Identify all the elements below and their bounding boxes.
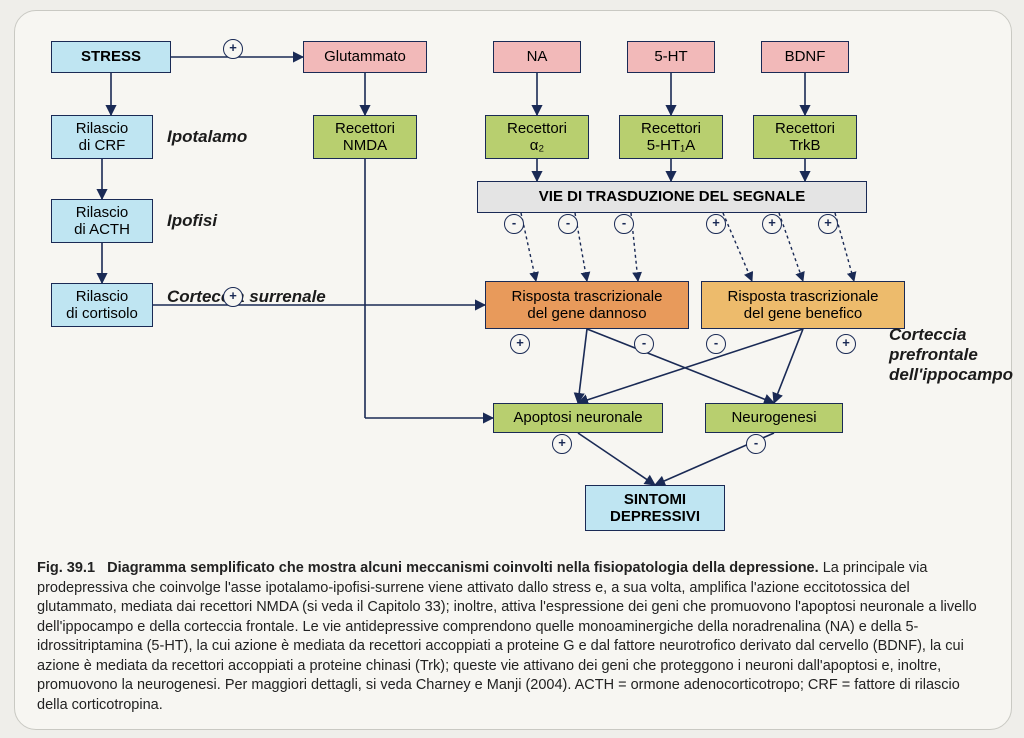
sign-plus: +: [818, 214, 838, 234]
label-ipotalamo: Ipotalamo: [167, 127, 247, 147]
sign-minus: -: [746, 434, 766, 454]
node-acth: Rilasciodi ACTH: [51, 199, 153, 243]
node-benef: Risposta trascrizionaledel gene benefico: [701, 281, 905, 329]
label-ipofisi: Ipofisi: [167, 211, 217, 231]
node-cort: Rilasciodi cortisolo: [51, 283, 153, 327]
node-ra2: Recettoriα₂: [485, 115, 589, 159]
node-neurog: Neurogenesi: [705, 403, 843, 433]
node-trkb: RecettoriTrkB: [753, 115, 857, 159]
sign-plus: +: [706, 214, 726, 234]
sign-plus: +: [552, 434, 572, 454]
sign-minus: -: [504, 214, 524, 234]
label-cortex: Corteccia prefrontaledell'ippocampo: [889, 325, 1024, 385]
sign-minus: -: [634, 334, 654, 354]
caption-body: La principale via prodepressiva che coin…: [37, 560, 977, 713]
node-na: NA: [493, 41, 581, 73]
node-sint: SINTOMIDEPRESSIVI: [585, 485, 725, 531]
diagram-frame: STRESS Rilasciodi CRF Rilasciodi ACTH Rilas…: [14, 10, 1012, 730]
sign-plus: +: [510, 334, 530, 354]
sign-minus: -: [706, 334, 726, 354]
page: STRESS Rilasciodi CRF Rilasciodi ACTH Rilas…: [0, 0, 1024, 738]
node-glut: Glutammato: [303, 41, 427, 73]
sign-plus: +: [223, 39, 243, 59]
sign-plus: +: [223, 287, 243, 307]
node-harm: Risposta trascrizionaledel gene dannoso: [485, 281, 689, 329]
node-signal: VIE DI TRASDUZIONE DEL SEGNALE: [477, 181, 867, 213]
node-nmda: RecettoriNMDA: [313, 115, 417, 159]
node-apop: Apoptosi neuronale: [493, 403, 663, 433]
node-crf: Rilasciodi CRF: [51, 115, 153, 159]
sign-plus: +: [762, 214, 782, 234]
sign-minus: -: [614, 214, 634, 234]
label-surrenale: Corteccia surrenale: [167, 287, 326, 307]
sign-minus: -: [558, 214, 578, 234]
sign-plus: +: [836, 334, 856, 354]
node-ht: 5-HT: [627, 41, 715, 73]
node-bdnf: BDNF: [761, 41, 849, 73]
caption-bold: Diagramma semplificato che mostra alcuni…: [107, 560, 819, 576]
figure-caption: Fig. 39.1 Diagramma semplificato che mos…: [37, 559, 989, 716]
node-rht: Recettori5-HT₁A: [619, 115, 723, 159]
caption-lead: Fig. 39.1: [37, 560, 95, 576]
node-stress: STRESS: [51, 41, 171, 73]
